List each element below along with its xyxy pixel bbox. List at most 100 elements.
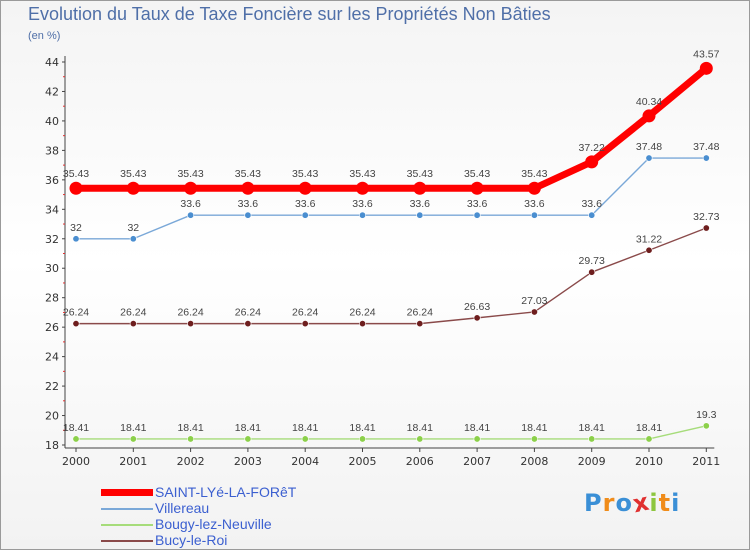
data-point bbox=[642, 109, 656, 123]
data-label: 35.43 bbox=[521, 168, 547, 180]
data-label: 31.22 bbox=[636, 233, 662, 245]
data-label: 40.34 bbox=[636, 96, 662, 108]
data-point bbox=[645, 435, 653, 443]
data-label: 26.24 bbox=[292, 307, 318, 319]
data-label: 37.48 bbox=[693, 141, 719, 153]
y-tick-label: 40 bbox=[45, 115, 59, 128]
y-tick-label: 42 bbox=[45, 85, 59, 98]
y-tick-label: 22 bbox=[45, 380, 59, 393]
series-line-0 bbox=[72, 64, 710, 192]
data-label: 35.43 bbox=[407, 168, 433, 180]
logo-letter: r bbox=[602, 489, 616, 517]
series-line-1 bbox=[75, 157, 707, 240]
data-label: 18.41 bbox=[235, 422, 261, 434]
data-point bbox=[72, 235, 80, 243]
data-label: 18.41 bbox=[579, 422, 605, 434]
data-point bbox=[645, 154, 653, 162]
data-point bbox=[129, 435, 137, 443]
data-label: 35.43 bbox=[292, 168, 318, 180]
y-tick-label: 38 bbox=[45, 144, 59, 157]
x-tick-label: 2011 bbox=[692, 455, 720, 468]
legend-swatch bbox=[101, 524, 153, 526]
data-point bbox=[645, 246, 653, 254]
y-tick-label: 34 bbox=[45, 203, 59, 216]
data-point bbox=[187, 435, 195, 443]
data-labels: 32 32 33.6 33.6 33.6 33.6 33.6 33.6 33.6 33.6 37.4… bbox=[63, 48, 720, 434]
data-point bbox=[473, 314, 481, 322]
x-tick-label: 2000 bbox=[62, 455, 90, 468]
data-point bbox=[187, 320, 195, 328]
legend-swatch bbox=[101, 540, 153, 542]
data-point bbox=[129, 235, 137, 243]
data-label: 26.24 bbox=[120, 307, 146, 319]
logo-letter: i bbox=[671, 489, 681, 517]
logo-letter: t bbox=[658, 489, 672, 517]
x-tick-label: 2001 bbox=[119, 455, 147, 468]
legend-swatch bbox=[101, 508, 153, 510]
series-line-2 bbox=[75, 425, 707, 440]
x-tick-label: 2005 bbox=[349, 455, 377, 468]
data-point bbox=[358, 320, 366, 328]
data-point bbox=[699, 61, 713, 75]
data-point bbox=[129, 320, 137, 328]
data-point bbox=[470, 181, 484, 195]
data-point bbox=[530, 211, 538, 219]
x-tick-label: 2008 bbox=[520, 455, 548, 468]
data-point bbox=[413, 181, 427, 195]
data-label: 33.6 bbox=[581, 198, 602, 210]
data-label: 26.24 bbox=[407, 307, 433, 319]
data-point bbox=[416, 211, 424, 219]
data-point bbox=[187, 211, 195, 219]
data-label: 27.03 bbox=[521, 295, 547, 307]
data-point bbox=[126, 181, 140, 195]
data-point bbox=[184, 181, 198, 195]
chart-title: Evolution du Taux de Taxe Foncière sur l… bbox=[28, 4, 551, 24]
y-tick-label: 26 bbox=[45, 321, 59, 334]
data-label: 26.63 bbox=[464, 301, 490, 313]
y-tick-label: 44 bbox=[45, 56, 59, 69]
y-tick-label: 24 bbox=[45, 351, 59, 364]
axes: 18 20 22 24 26 28 30 32 34 36 38 40 42 44 2000 2001 2002… bbox=[45, 56, 720, 468]
x-tick-label: 2002 bbox=[177, 455, 205, 468]
data-point bbox=[585, 155, 599, 169]
data-label: 18.41 bbox=[407, 422, 433, 434]
data-point bbox=[530, 308, 538, 316]
logo-letter: o bbox=[615, 489, 633, 517]
data-label: 18.41 bbox=[521, 422, 547, 434]
data-point bbox=[473, 211, 481, 219]
y-tick-label: 32 bbox=[45, 233, 59, 246]
logo-letter: P bbox=[584, 489, 603, 517]
data-label: 18.41 bbox=[349, 422, 375, 434]
data-point bbox=[356, 181, 369, 195]
data-label: 35.43 bbox=[464, 168, 490, 180]
x-tick-label: 2010 bbox=[635, 455, 663, 468]
data-label: 26.24 bbox=[63, 307, 89, 319]
data-label: 33.6 bbox=[410, 198, 431, 210]
legend-swatch bbox=[101, 489, 153, 496]
data-point bbox=[416, 435, 424, 443]
data-point bbox=[69, 181, 83, 195]
data-label: 37.48 bbox=[636, 141, 662, 153]
data-label: 32.73 bbox=[693, 211, 719, 223]
data-point bbox=[298, 181, 312, 195]
data-label: 18.41 bbox=[636, 422, 662, 434]
data-label: 18.41 bbox=[120, 422, 146, 434]
data-point bbox=[588, 268, 596, 276]
data-label: 18.41 bbox=[464, 422, 490, 434]
data-point bbox=[530, 435, 538, 443]
data-point bbox=[702, 422, 710, 430]
data-point bbox=[72, 435, 80, 443]
legend-label: Bougy-lez-Neuville bbox=[155, 516, 272, 532]
data-point bbox=[241, 181, 255, 195]
data-label: 35.43 bbox=[235, 168, 261, 180]
data-label: 43.57 bbox=[693, 48, 719, 60]
legend-label: Villereau bbox=[155, 500, 210, 516]
data-label: 35.43 bbox=[120, 168, 146, 180]
data-label: 33.6 bbox=[238, 198, 259, 210]
series-line-3 bbox=[75, 227, 707, 325]
data-point bbox=[588, 435, 596, 443]
x-tick-label: 2007 bbox=[463, 455, 491, 468]
logo-letter: i bbox=[649, 489, 659, 517]
data-label: 35.43 bbox=[349, 168, 375, 180]
